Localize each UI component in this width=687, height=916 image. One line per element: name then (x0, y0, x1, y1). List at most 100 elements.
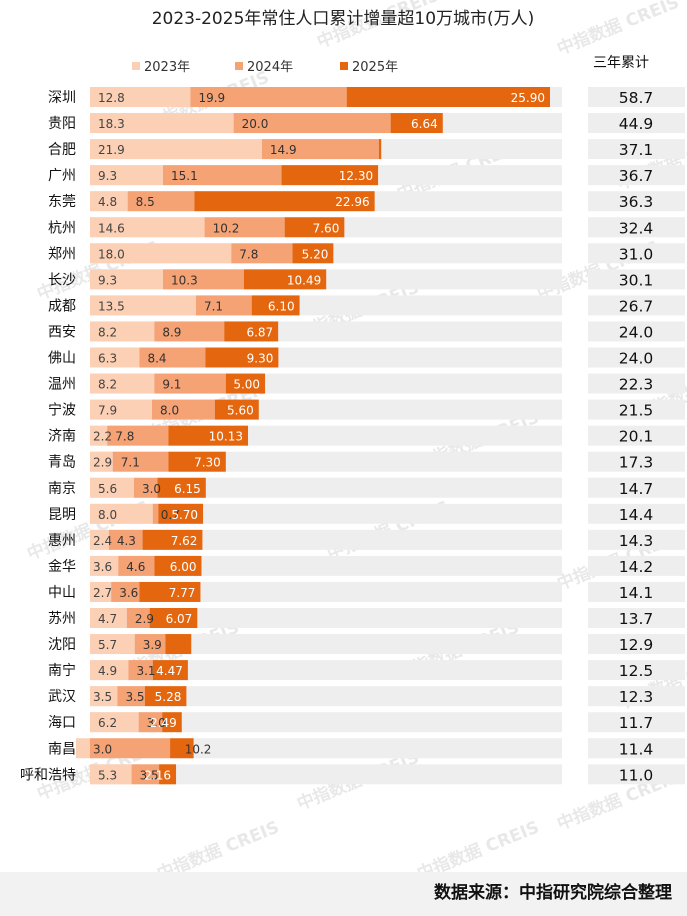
total-band (588, 295, 685, 316)
total-value: 32.4 (619, 219, 654, 237)
total-band (588, 269, 685, 290)
bar-segment-1 (90, 581, 112, 602)
data-label: 4.6 (126, 560, 145, 574)
total-value: 14.7 (619, 480, 654, 498)
chart-row: 贵阳 18.3 20.0 6.64 44.9 (48, 113, 685, 134)
total-band (588, 660, 685, 681)
bar-segment-3 (162, 712, 182, 733)
source-note: 数据来源：中指研究院综合整理 (434, 882, 672, 903)
bar-segment-2 (133, 477, 158, 498)
bar-segment-2 (126, 608, 150, 628)
total-value: 11.0 (619, 766, 654, 784)
total-band (588, 608, 685, 628)
bar-segment-2 (117, 686, 145, 707)
bar-segment-1 (90, 139, 262, 160)
bar-segment-2 (139, 347, 206, 368)
bar-segment-3 (292, 243, 334, 264)
bar-segment-3 (346, 87, 551, 107)
row-band (90, 529, 562, 550)
chart-rows: 深圳 12.8 19.9 25.90 58.7 贵阳 18.3 20.0 6.64 44.9 合肥 2… (20, 87, 685, 785)
row-band (90, 581, 562, 602)
data-label: 3.0 (147, 716, 166, 730)
data-label: 2.16 (144, 768, 171, 782)
bar-segment-2 (138, 712, 163, 733)
total-band (588, 634, 685, 655)
watermark: 中指数据 CREIS (554, 0, 682, 60)
data-label: 4.3 (117, 534, 136, 548)
bar-segment-2 (261, 139, 379, 160)
bar-segment-2 (128, 660, 153, 681)
total-value: 14.2 (619, 558, 654, 576)
chart-row: 青岛 2.9 7.1 7.30 17.3 (48, 451, 685, 472)
category-label: 杭州 (48, 220, 76, 236)
bar-segment-2 (112, 451, 169, 472)
data-label: 4.47 (156, 664, 183, 678)
bar-segment-2 (233, 113, 391, 134)
total-band (588, 165, 685, 186)
total-band (588, 399, 685, 420)
bar-segment-2 (152, 503, 159, 524)
total-value: 13.7 (619, 610, 654, 628)
data-label: 3.6 (93, 560, 112, 574)
data-label: 12.30 (339, 169, 373, 183)
total-band (588, 764, 685, 785)
total-value: 36.7 (619, 167, 654, 185)
footer-band (0, 872, 687, 916)
category-label: 惠州 (48, 533, 76, 549)
row-band (90, 634, 562, 655)
bar-segment-1 (90, 87, 191, 107)
data-label: 7.60 (313, 221, 340, 235)
bar-segment-2 (154, 373, 226, 394)
data-label: 8.0 (98, 508, 117, 522)
row-band (90, 608, 562, 628)
data-label: 8.2 (98, 378, 117, 392)
chart-row: 杭州 14.6 10.2 7.60 32.4 (48, 217, 685, 238)
data-label: 6.10 (268, 299, 295, 313)
data-label: 10.49 (287, 273, 321, 287)
total-value: 44.9 (619, 115, 654, 133)
bar-segment-3 (139, 581, 201, 602)
bar-segment-1 (90, 191, 128, 212)
data-label: 2.4 (93, 534, 112, 548)
data-label: 3.5 (140, 768, 159, 782)
category-label: 海口 (48, 715, 76, 731)
bar-segment-2 (204, 217, 285, 238)
total-value: 21.5 (619, 402, 654, 420)
data-label: 5.00 (233, 378, 260, 392)
data-label: 4.7 (98, 612, 117, 626)
category-label: 青岛 (48, 455, 76, 471)
bar-segment-3 (194, 191, 375, 212)
data-label: 3.0 (142, 482, 161, 496)
chart-row: 南宁 4.9 3.1 4.47 12.5 (48, 660, 685, 681)
data-label: 9.3 (98, 273, 117, 287)
legend-swatch-2 (235, 62, 243, 70)
total-band (588, 87, 685, 107)
chart-row: 东莞 4.8 8.5 22.96 36.3 (48, 191, 685, 212)
data-label: 7.8 (115, 430, 134, 444)
legend-label-2: 2024年 (247, 60, 293, 75)
bar-segment-2 (154, 321, 225, 342)
data-label: 12.8 (98, 91, 125, 105)
total-value: 20.1 (619, 428, 654, 446)
category-label: 佛山 (48, 351, 76, 367)
total-value: 11.7 (619, 714, 654, 732)
bar-segment-1 (90, 660, 129, 681)
category-label: 昆明 (48, 507, 76, 523)
data-label: 8.2 (98, 325, 117, 339)
bar-segment-1 (90, 712, 139, 733)
total-value: 14.3 (619, 532, 654, 550)
data-label: 2.9 (135, 612, 154, 626)
bar-segment-2 (111, 581, 140, 602)
data-label: 5.6 (98, 482, 117, 496)
row-band (90, 686, 562, 707)
data-label: 6.64 (411, 117, 438, 131)
category-label: 温州 (48, 377, 76, 393)
data-label: 6.07 (166, 612, 193, 626)
bar-segment-3 (251, 295, 300, 316)
data-label: 3.5 (125, 690, 144, 704)
total-band (588, 217, 685, 238)
chart-row: 温州 8.2 9.1 5.00 22.3 (48, 373, 685, 394)
bar-segment-3 (214, 399, 259, 420)
category-label: 合肥 (48, 142, 76, 158)
